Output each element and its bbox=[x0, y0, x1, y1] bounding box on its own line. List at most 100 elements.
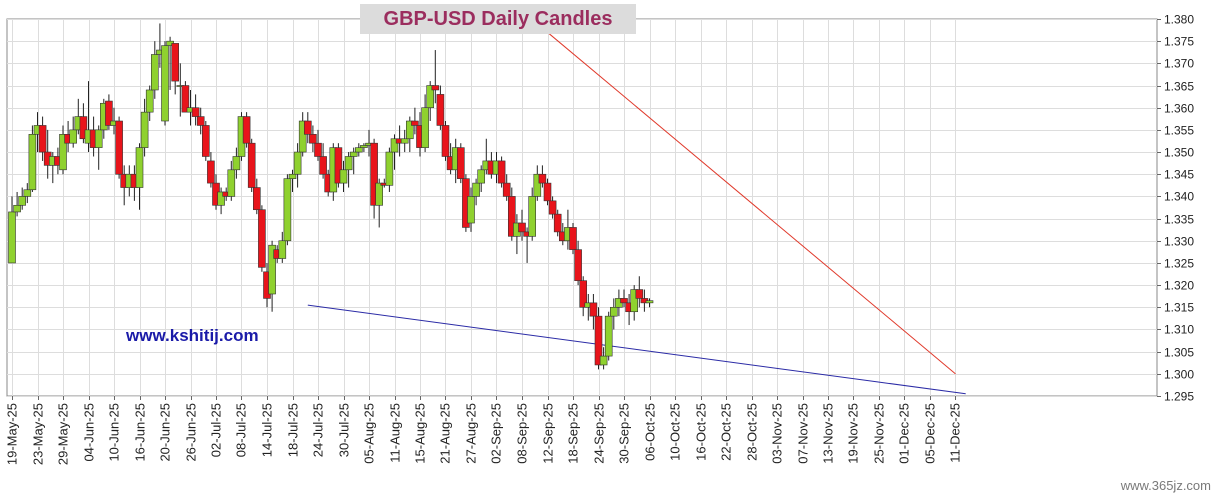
bull-candle-body bbox=[151, 54, 159, 91]
y-tick-label: 1.335 bbox=[1164, 213, 1194, 227]
candle bbox=[314, 129, 322, 161]
candle bbox=[400, 129, 409, 153]
bull-candle-body bbox=[23, 189, 32, 197]
candle bbox=[436, 85, 445, 130]
y-tick-label: 1.345 bbox=[1164, 168, 1194, 182]
date-axis: 19-May-25 23-May-25 29-May-25 04-Jun-25 10-J… bbox=[5, 396, 963, 465]
bull-candle-body bbox=[8, 211, 16, 264]
x-tick-label: 22-Oct-25 bbox=[719, 403, 734, 461]
candle bbox=[574, 240, 582, 286]
bull-candle-body bbox=[354, 147, 363, 153]
candle bbox=[8, 196, 16, 264]
bear-candle-body bbox=[518, 222, 526, 233]
candle bbox=[579, 276, 588, 317]
candle bbox=[497, 156, 506, 188]
bear-candle-body bbox=[242, 116, 251, 144]
candle bbox=[349, 147, 358, 175]
bull-candle-body bbox=[18, 196, 27, 206]
candle bbox=[13, 191, 21, 217]
x-tick-label: 16-Jun-25 bbox=[133, 403, 148, 462]
bull-candle-body bbox=[405, 120, 414, 140]
candle bbox=[227, 160, 236, 201]
bull-candle-body bbox=[145, 89, 154, 113]
bear-candle-body bbox=[441, 125, 450, 157]
bear-candle-body bbox=[191, 107, 200, 117]
bull-candle-body bbox=[28, 134, 37, 191]
candle bbox=[207, 152, 215, 188]
candle bbox=[339, 160, 348, 192]
y-tick-label: 1.310 bbox=[1164, 323, 1194, 337]
trendlines bbox=[307, 31, 966, 395]
y-tick-label: 1.365 bbox=[1164, 80, 1194, 94]
bull-candle-body bbox=[283, 178, 292, 242]
bear-candle-body bbox=[411, 120, 419, 126]
candle bbox=[630, 285, 639, 321]
y-tick-label: 1.325 bbox=[1164, 257, 1194, 271]
candle bbox=[518, 209, 526, 241]
x-tick-label: 28-Oct-25 bbox=[745, 403, 760, 461]
bear-candle-body bbox=[370, 142, 378, 206]
x-tick-label: 30-Sep-25 bbox=[617, 403, 632, 464]
candle bbox=[38, 116, 47, 161]
candle bbox=[151, 41, 159, 99]
candle bbox=[645, 298, 654, 308]
y-tick-label: 1.355 bbox=[1164, 124, 1194, 138]
candle bbox=[390, 134, 399, 170]
candle bbox=[23, 183, 32, 204]
bear-candle-body bbox=[319, 156, 327, 175]
bull-candle-body bbox=[293, 151, 302, 175]
x-tick-label: 24-Jul-25 bbox=[311, 403, 326, 457]
candle bbox=[161, 41, 169, 126]
bull-candle-body bbox=[533, 173, 542, 197]
x-tick-label: 11-Dec-25 bbox=[948, 403, 963, 463]
bull-candle-body bbox=[140, 111, 149, 148]
x-tick-label: 10-Oct-25 bbox=[668, 403, 683, 461]
candle bbox=[94, 125, 103, 170]
candle bbox=[528, 187, 537, 241]
candle bbox=[344, 152, 353, 188]
bull-candle-body bbox=[339, 169, 348, 184]
bull-candle-body bbox=[227, 169, 236, 197]
bull-candle-body bbox=[349, 151, 358, 157]
candle bbox=[278, 231, 287, 263]
y-tick-label: 1.315 bbox=[1164, 301, 1194, 315]
bull-candle-body bbox=[375, 182, 384, 206]
candle bbox=[472, 178, 480, 206]
y-tick-label: 1.350 bbox=[1164, 146, 1194, 160]
candle bbox=[293, 143, 302, 188]
bear-candle-body bbox=[620, 298, 628, 304]
x-tick-label: 01-Dec-25 bbox=[897, 403, 912, 464]
bull-candle-body bbox=[232, 156, 241, 171]
bull-candle-body bbox=[645, 300, 654, 304]
x-tick-label: 19-Nov-25 bbox=[846, 403, 861, 464]
candle bbox=[253, 178, 261, 215]
x-tick-label: 16-Oct-25 bbox=[694, 403, 709, 461]
bear-candle-body bbox=[548, 200, 557, 215]
candle bbox=[360, 143, 368, 153]
y-tick-label: 1.305 bbox=[1164, 346, 1194, 360]
x-tick-label: 10-Jun-25 bbox=[107, 403, 122, 462]
bear-candle-body bbox=[436, 94, 445, 126]
x-tick-label: 24-Sep-25 bbox=[592, 403, 607, 464]
bear-candle-body bbox=[309, 134, 317, 144]
candle bbox=[620, 289, 628, 308]
candle bbox=[298, 112, 307, 157]
candle bbox=[140, 98, 149, 157]
title-background bbox=[360, 4, 636, 34]
bull-candle-body bbox=[13, 204, 21, 213]
candle bbox=[69, 116, 77, 148]
x-tick-label: 29-May-25 bbox=[56, 403, 71, 465]
x-tick-label: 27-Aug-25 bbox=[464, 403, 479, 464]
x-tick-label: 03-Nov-25 bbox=[770, 403, 785, 464]
bear-candle-body bbox=[538, 173, 547, 184]
candle bbox=[115, 116, 123, 179]
candle bbox=[171, 43, 179, 95]
lower-trendline bbox=[307, 304, 966, 395]
y-tick-label: 1.360 bbox=[1164, 102, 1194, 116]
bull-candle-body bbox=[421, 107, 429, 148]
bear-candle-body bbox=[314, 142, 322, 157]
candle bbox=[309, 125, 317, 153]
bull-candle-body bbox=[161, 45, 169, 122]
candle bbox=[283, 174, 292, 246]
candle bbox=[59, 125, 67, 175]
